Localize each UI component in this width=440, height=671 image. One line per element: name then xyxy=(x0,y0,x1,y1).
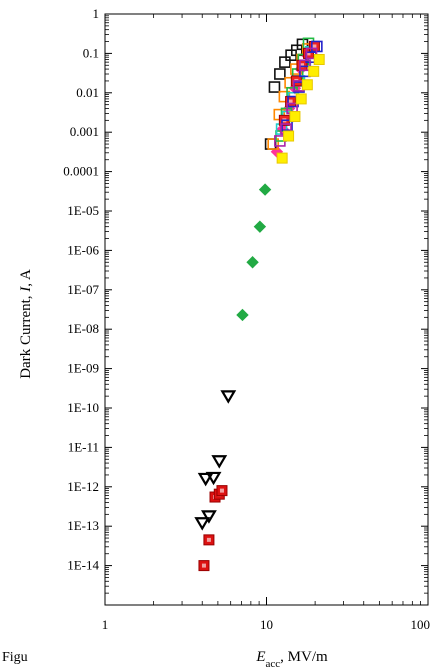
data-point xyxy=(258,183,272,196)
x-tick-label: 100 xyxy=(411,617,431,632)
y-tick-label: 1E-07 xyxy=(67,282,99,297)
y-axis-title: Dark Current, I, A xyxy=(18,269,34,379)
series-9 xyxy=(281,40,323,132)
y-tick-label: 1E-09 xyxy=(67,361,99,376)
data-point xyxy=(253,220,267,233)
y-tick-label: 1E-05 xyxy=(67,203,99,218)
y-tick-label: 1E-10 xyxy=(67,400,99,415)
data-point xyxy=(200,510,217,524)
y-tick-label: 0.001 xyxy=(70,124,99,139)
figure-caption: Figu xyxy=(2,650,28,665)
y-tick-label: 1E-13 xyxy=(67,518,99,533)
y-tick-label: 1E-14 xyxy=(67,558,99,573)
plot-border xyxy=(104,13,429,606)
y-tick-label: 1E-08 xyxy=(67,321,99,336)
data-point xyxy=(236,308,249,322)
data-point xyxy=(308,65,320,77)
x-tick-label: 1 xyxy=(102,617,109,632)
y-axis-title-symbol: I xyxy=(18,286,34,293)
data-point-highlight xyxy=(306,51,311,56)
data-point xyxy=(289,111,301,123)
data-point-highlight xyxy=(312,44,317,49)
data-point xyxy=(274,68,286,80)
data-point-highlight xyxy=(300,63,305,68)
data-point xyxy=(268,81,281,93)
series-0 xyxy=(194,390,237,531)
data-series xyxy=(194,37,325,572)
y-tick-label: 0.0001 xyxy=(63,164,99,179)
x-tick-label: 10 xyxy=(260,617,273,632)
axis-ticks: 1 0.1 0.01 0.001 0.0001 1E-05 1E-06 1E-07 1E-08 1… xyxy=(63,6,430,632)
data-point xyxy=(205,471,222,486)
data-point xyxy=(220,390,237,404)
data-point-highlight xyxy=(219,488,224,493)
data-point xyxy=(283,130,295,142)
x-axis-title-subscript: acc xyxy=(266,658,281,670)
data-point xyxy=(313,54,325,66)
y-tick-label: 1 xyxy=(93,6,100,21)
data-point-highlight xyxy=(201,563,206,568)
data-point-highlight xyxy=(288,99,293,104)
data-point xyxy=(246,256,259,269)
data-point xyxy=(279,56,291,68)
data-point xyxy=(211,455,228,469)
y-axis-title-pre: Dark Current, xyxy=(18,292,34,379)
data-point xyxy=(301,79,313,91)
series-2 xyxy=(236,183,272,322)
y-axis-title-post: , A xyxy=(18,269,34,287)
plot-frame xyxy=(104,13,429,606)
x-axis-title-symbol: E xyxy=(255,649,265,665)
data-point xyxy=(299,59,311,72)
y-tick-label: 0.01 xyxy=(76,85,99,100)
data-point xyxy=(281,119,293,132)
data-point xyxy=(197,472,214,487)
data-point xyxy=(267,138,279,150)
data-point xyxy=(295,93,307,105)
data-point xyxy=(305,47,318,60)
data-point-highlight xyxy=(206,537,211,542)
y-tick-label: 1E-12 xyxy=(67,479,99,494)
y-tick-label: 1E-06 xyxy=(67,242,99,257)
data-point xyxy=(276,152,288,164)
data-point xyxy=(194,517,211,531)
y-tick-label: 1E-11 xyxy=(68,439,99,454)
x-axis-title: Eacc, MV/m xyxy=(255,649,328,670)
series-11 xyxy=(276,54,325,164)
x-axis-title-rest: , MV/m xyxy=(280,649,328,665)
y-tick-label: 0.1 xyxy=(83,45,99,60)
series-1 xyxy=(198,485,228,572)
